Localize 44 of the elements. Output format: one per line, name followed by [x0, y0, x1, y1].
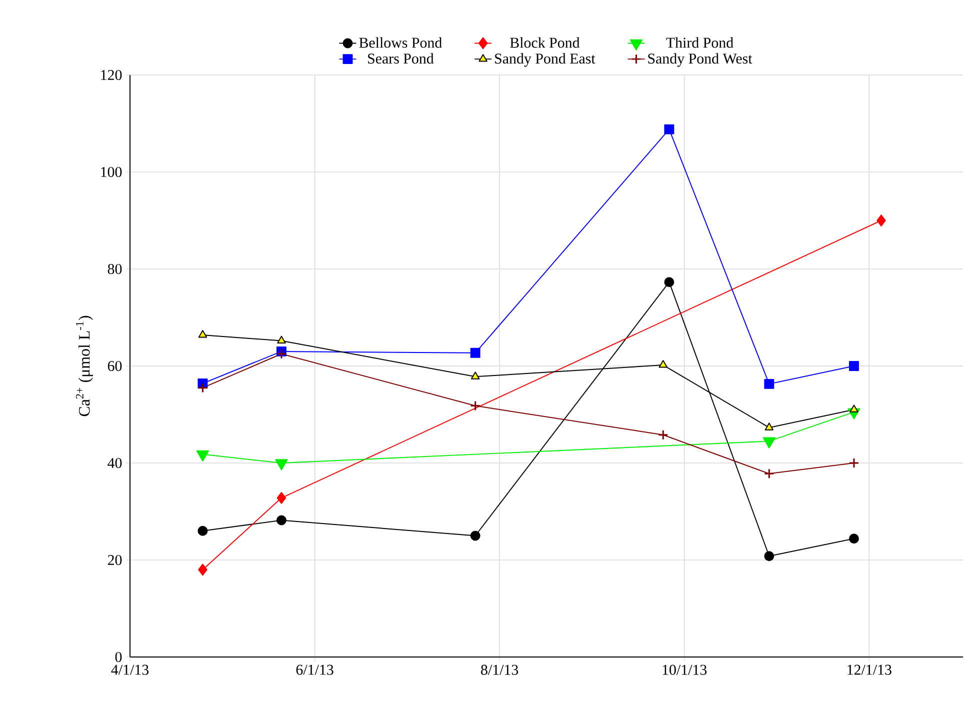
- point: [764, 378, 774, 389]
- point: [470, 530, 480, 541]
- point: [276, 515, 286, 526]
- x-tick-label: 8/1/13: [481, 664, 518, 675]
- point: [198, 526, 208, 536]
- point: [848, 361, 859, 371]
- point: [470, 372, 480, 380]
- x-tick-label: 4/1/13: [111, 664, 149, 675]
- y-tick-label: 60: [108, 360, 122, 372]
- point: [658, 430, 668, 440]
- legend-label: Sandy Pond East: [495, 53, 596, 67]
- point: [276, 492, 286, 504]
- legend-label: Block Pond: [510, 37, 580, 48]
- point: [198, 330, 208, 338]
- y-tick-label: 100: [101, 166, 122, 178]
- point: [658, 360, 668, 368]
- point: [470, 400, 481, 411]
- point: [764, 551, 774, 562]
- y-tick-label: 120: [101, 70, 122, 80]
- y-tick-label: 20: [108, 554, 122, 566]
- point: [848, 534, 859, 544]
- point: [850, 404, 858, 412]
- point: [664, 277, 674, 288]
- legend-label: Bellows Pond: [359, 37, 442, 48]
- point: [470, 348, 480, 358]
- legend-label: Third Pond: [666, 37, 734, 48]
- legend-label: Sears Pond: [368, 53, 434, 64]
- point: [764, 422, 774, 430]
- y-tick-label: 40: [108, 458, 122, 468]
- y-tick-label: 80: [108, 264, 122, 274]
- point: [197, 382, 208, 394]
- point: [198, 564, 208, 576]
- point: [276, 348, 287, 360]
- point: [848, 458, 860, 468]
- x-tick-label: 6/1/13: [296, 664, 334, 675]
- point: [277, 336, 286, 344]
- x-tick-label: 12/1/13: [848, 664, 892, 675]
- legend-label: Sandy Pond West: [648, 53, 752, 67]
- point: [664, 124, 674, 134]
- x-tick-label: 10/1/13: [662, 664, 707, 675]
- y-tick-label: 0: [115, 652, 122, 662]
- point: [764, 468, 774, 479]
- point: [876, 214, 886, 226]
- y-axis-title: Ca$^{2+}$ (μmol L$^{-1}$): [76, 316, 93, 416]
